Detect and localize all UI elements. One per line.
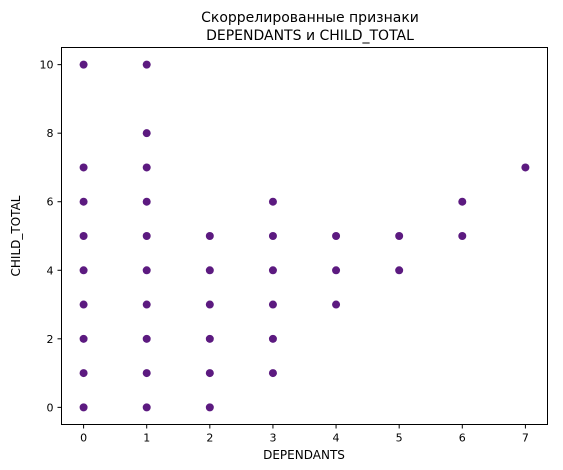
- data-point: [268, 197, 277, 206]
- data-point: [205, 232, 214, 240]
- data-point: [142, 369, 151, 378]
- data-point: [79, 266, 88, 275]
- x-tick-label: 0: [80, 432, 87, 445]
- y-axis-ticks: 0 2 4 6 8 10: [40, 59, 62, 414]
- y-tick-label: 8: [47, 127, 54, 140]
- data-point: [205, 369, 214, 378]
- data-point: [268, 334, 277, 343]
- y-tick-label: 0: [47, 401, 54, 414]
- data-point: [79, 163, 88, 172]
- data-point: [142, 163, 151, 172]
- data-point: [332, 232, 341, 240]
- x-tick-label: 6: [459, 432, 466, 445]
- x-axis-ticks: 0 1 2 3 4 5 6 7: [80, 424, 529, 445]
- data-point: [521, 163, 530, 172]
- y-tick-label: 10: [40, 59, 54, 72]
- data-point: [205, 266, 214, 275]
- data-point: [332, 300, 341, 309]
- chart-title-line2: DEPENDANTS и CHILD_TOTAL: [206, 28, 414, 44]
- data-point: [79, 334, 88, 343]
- data-point: [79, 60, 88, 69]
- data-point: [142, 266, 151, 275]
- data-point: [205, 403, 214, 412]
- data-point: [268, 300, 277, 309]
- data-point: [142, 300, 151, 309]
- data-point: [395, 266, 404, 275]
- data-point: [268, 232, 277, 240]
- x-tick-label: 3: [269, 432, 276, 445]
- x-tick-label: 5: [396, 432, 403, 445]
- chart-title-line1: Скоррелированные признаки: [201, 10, 419, 26]
- x-tick-label: 7: [522, 432, 529, 445]
- data-point: [142, 197, 151, 206]
- y-axis-label: CHILD_TOTAL: [9, 195, 23, 276]
- x-tick-label: 4: [333, 432, 340, 445]
- data-point: [142, 232, 151, 240]
- data-point: [205, 300, 214, 309]
- data-point: [142, 60, 151, 69]
- y-tick-label: 2: [47, 333, 54, 346]
- data-point: [395, 232, 404, 240]
- data-point: [142, 403, 151, 412]
- data-point: [142, 129, 151, 138]
- data-point: [268, 369, 277, 378]
- data-point: [205, 334, 214, 343]
- x-tick-label: 2: [206, 432, 213, 445]
- data-point: [142, 334, 151, 343]
- data-point: [79, 369, 88, 378]
- data-point: [332, 266, 341, 275]
- points-layer: [79, 60, 530, 412]
- data-point: [79, 403, 88, 412]
- y-tick-label: 6: [47, 196, 54, 209]
- data-point: [79, 197, 88, 206]
- data-point: [79, 232, 88, 240]
- data-point: [79, 300, 88, 309]
- y-tick-label: 4: [47, 264, 54, 277]
- x-tick-label: 1: [143, 432, 150, 445]
- data-point: [458, 232, 467, 240]
- data-point: [458, 197, 467, 206]
- x-axis-label: DEPENDANTS: [263, 448, 345, 462]
- data-point: [268, 266, 277, 275]
- plot-area-frame: [61, 47, 548, 425]
